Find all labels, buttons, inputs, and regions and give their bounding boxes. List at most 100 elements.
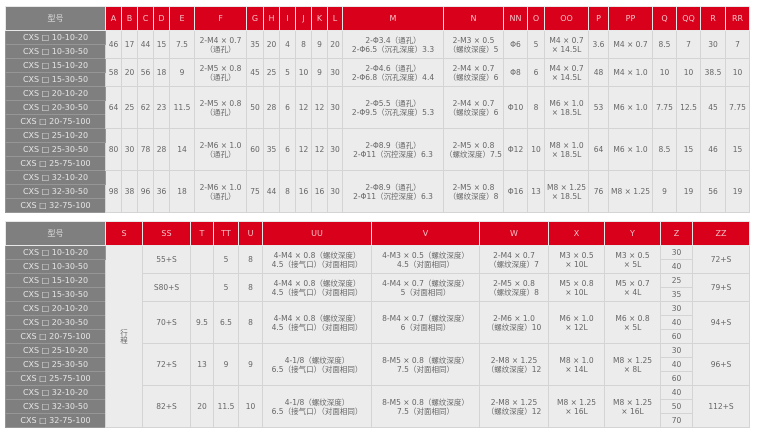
value-cell: M8 × 1.0 × 14L (548, 343, 605, 386)
value-cell: 6 (279, 86, 296, 129)
value-cell: 16 (311, 170, 328, 213)
column-header: I (279, 6, 296, 31)
value-cell: 6 (527, 58, 545, 87)
value-cell: 9 (311, 58, 328, 87)
value-cell: 9 (311, 30, 328, 59)
value-cell: 7.5 (169, 30, 195, 59)
value-cell: 30 (327, 86, 343, 129)
column-header: B (121, 6, 138, 31)
value-cell: 2-Φ8.9（通孔） 2-Φ11（沉控深度）6.3 (342, 128, 444, 171)
z-cell: 70 (660, 413, 693, 428)
value-cell: 15 (725, 128, 750, 171)
z-cell: 50 (660, 399, 693, 414)
value-cell: 9.5 (190, 301, 214, 344)
value-cell: 15 (153, 30, 170, 59)
value-cell: 8 (238, 273, 263, 302)
column-header: OO (544, 6, 589, 31)
model-cell: CXS □ 25-75-100 (5, 156, 106, 171)
value-cell: M8 × 1.25 × 8L (604, 343, 661, 386)
column-header: J (295, 6, 312, 31)
value-cell: 8 (527, 86, 545, 129)
value-cell: 64 (105, 86, 122, 129)
z-cell: 40 (660, 315, 693, 330)
column-header: Z (660, 221, 693, 246)
value-cell: S80+S (142, 273, 191, 302)
column-header: F (194, 6, 247, 31)
z-cell: 30 (660, 343, 693, 358)
column-header: E (169, 6, 195, 31)
value-cell: M4 × 0.7 × 14.5L (544, 30, 589, 59)
value-cell: 30 (327, 58, 343, 87)
value-cell: 8 (279, 170, 296, 213)
value-cell: 6.5 (213, 301, 239, 344)
table-header-row: 型号 S SS T TT U UU V W X Y Z ZZ (5, 221, 750, 246)
value-cell: 70+S (142, 301, 191, 344)
value-cell: 18 (153, 58, 170, 87)
model-cell: CXS □ 25-75-100 (5, 371, 106, 386)
value-cell: 19 (725, 170, 750, 213)
value-cell: 2-M6 × 1.0 （通孔） (194, 170, 247, 213)
model-cell: CXS □ 20-75-100 (5, 114, 106, 129)
value-cell: 16 (295, 170, 312, 213)
table-row: CXS □ 20-75-100 60 (5, 329, 750, 344)
value-cell: 10 (295, 58, 312, 87)
model-cell: CXS □ 25-10-20 (5, 343, 106, 358)
value-cell: 28 (153, 128, 170, 171)
value-cell: 2-M8 × 1.25 （螺纹深度）12 (479, 343, 549, 386)
value-cell: Φ8 (503, 58, 528, 87)
model-cell: CXS □ 20-30-50 (5, 100, 106, 115)
column-header: L (327, 6, 343, 31)
dimension-table-2: 型号 S SS T TT U UU V W X Y Z ZZ CXS □ 10-10-20 行程 55+S 5… (5, 221, 750, 428)
value-cell: 2-M5 × 0.8 （通孔） (194, 58, 247, 87)
value-cell: 7.75 (652, 86, 677, 129)
value-cell: 7 (676, 30, 701, 59)
value-cell: 9 (213, 343, 239, 386)
value-cell: 23 (153, 86, 170, 129)
value-cell: 56 (137, 58, 154, 87)
value-cell: 4-M4 × 0.8（螺纹深度） 4.5（接气口）（对面相同） (262, 273, 372, 302)
value-cell: 9 (652, 170, 677, 213)
value-cell: 8-M5 × 0.8（螺纹深度） 7.5（对面相同） (371, 385, 480, 428)
model-cell: CXS □ 10-10-20 (5, 245, 106, 260)
value-cell: 20 (190, 385, 214, 428)
value-cell: M4 × 1.0 (608, 58, 653, 87)
value-cell: 2-M5 × 0.8 （通孔） (194, 86, 247, 129)
column-header: PP (608, 6, 653, 31)
value-cell: 2-Φ4.6（通孔） 2-Φ6.8（沉孔深度）4.4 (342, 58, 444, 87)
model-cell: CXS □ 32-30-50 (5, 399, 106, 414)
column-header: QQ (676, 6, 701, 31)
value-cell: 8-M5 × 0.8（螺纹深度） 7.5（对面相同） (371, 343, 480, 386)
table-row: CXS □ 25-30-50 40 (5, 357, 750, 372)
value-cell: 19 (676, 170, 701, 213)
value-cell: M6 × 1.0 × 18.5L (544, 86, 589, 129)
model-cell: CXS □ 32-75-100 (5, 198, 106, 213)
model-cell: CXS □ 32-30-50 (5, 184, 106, 199)
value-cell: 4-1/8（螺纹深度） 6.5（接气口）（对面相同） (262, 343, 372, 386)
value-cell: 14 (169, 128, 195, 171)
model-cell: CXS □ 32-75-100 (5, 413, 106, 428)
table-row: CXS □ 10-10-20 行程 55+S 5 8 4-M4 × 0.8（螺纹深度） 4… (5, 245, 750, 428)
z-cell: 30 (660, 245, 693, 260)
value-cell: M5 × 0.8 × 10L (548, 273, 605, 302)
column-header: TT (213, 221, 239, 246)
value-cell: 10 (725, 58, 750, 87)
column-header: O (527, 6, 545, 31)
value-cell: 35 (263, 128, 280, 171)
value-cell: 12 (295, 128, 312, 171)
dimension-table-1: 型号 A B C D E F G H I J K L M N NN O OO P PP Q QQ R RR CXS □ 10-… (5, 6, 750, 213)
model-header: 型号 (5, 6, 106, 31)
value-cell: Φ6 (503, 30, 528, 59)
table-row: CXS □ 20-10-20 64 25 62 23 11.5 2-M5 × 0.8 （通孔… (5, 86, 750, 129)
table-row: CXS □ 32-75-100 70 (5, 413, 750, 428)
table-row: CXS □ 32-10-20 82+S 20 11.5 10 4-1/8（螺纹深度） 6.… (5, 385, 750, 428)
model-cell: CXS □ 25-10-20 (5, 128, 106, 143)
table-row: CXS □ 10-30-50 (5, 44, 750, 59)
table-row: CXS □ 25-10-20 80 30 78 28 14 2-M6 × 1.0 （通孔） 6… (5, 128, 750, 171)
value-cell: 4-M4 × 0.8（螺纹深度） 4.5（接气口）（对面相同） (262, 245, 372, 274)
value-cell: 2-M6 × 1.0 （通孔） (194, 128, 247, 171)
value-cell: 38.5 (700, 58, 726, 87)
column-header: H (263, 6, 280, 31)
value-cell: Φ16 (503, 170, 528, 213)
value-cell: 60 (246, 128, 264, 171)
z-cell: 30 (660, 301, 693, 316)
